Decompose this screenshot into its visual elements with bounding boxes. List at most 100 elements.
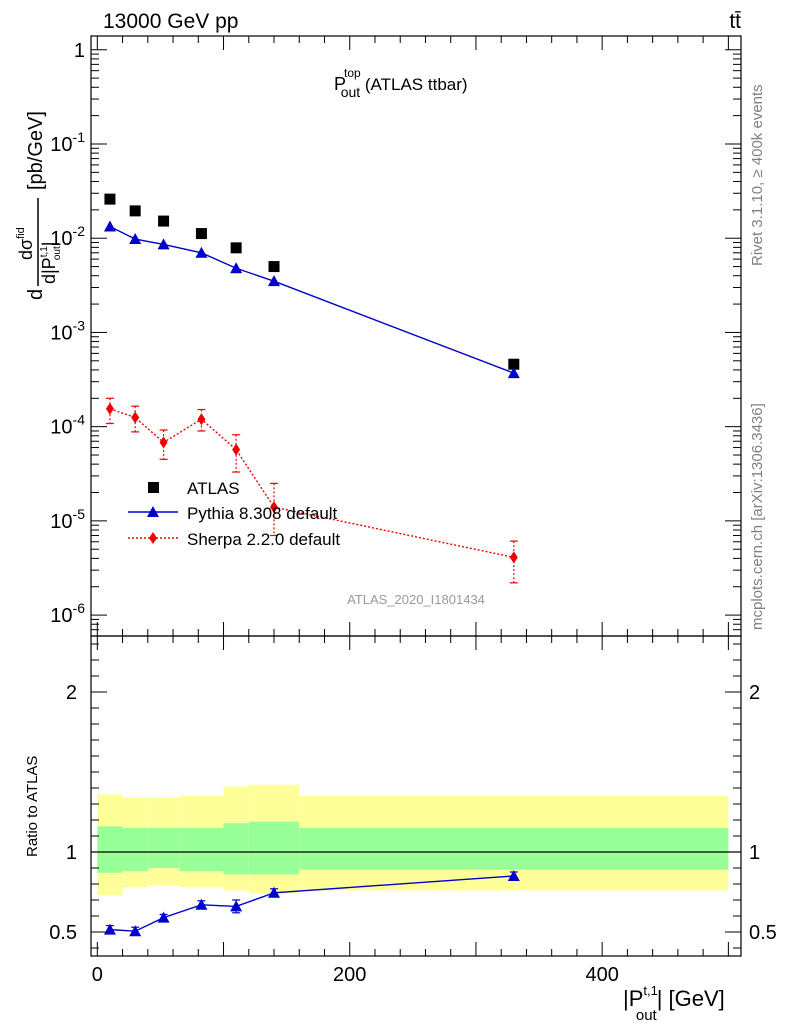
analysis-watermark: ATLAS_2020_I1801434 (347, 592, 485, 607)
main-series-layer (103, 193, 520, 584)
data-point-diamond (232, 443, 241, 456)
y-tick-label-base: 10 (50, 134, 72, 156)
y-tick-label: 10-4 (50, 412, 85, 439)
y-tick-label-exp: -3 (73, 317, 86, 333)
ratio-y-tick-label: 2 (66, 682, 77, 704)
y-label-num-d: d (16, 250, 36, 260)
y-label-d: d (25, 289, 47, 300)
y-tick-label-base: 10 (50, 511, 72, 533)
x-label-sub: out (636, 1007, 658, 1024)
data-point-triangle (129, 233, 142, 245)
data-point-triangle (230, 900, 243, 912)
data-point-triangle (268, 886, 281, 898)
ratio-y-tick-label-right: 1 (749, 842, 760, 864)
y-tick-label-base: 10 (50, 605, 72, 627)
legend: ATLAS Pythia 8.308 default Sherpa 2.2.0 … (128, 479, 340, 549)
data-point-diamond (131, 411, 140, 424)
data-point-triangle (103, 923, 116, 935)
ratio-band-inner (248, 821, 300, 875)
data-point-square (158, 215, 170, 227)
y-label-sigma: σ (16, 239, 36, 250)
data-point-triangle (157, 238, 170, 250)
x-tick-label: 200 (333, 964, 366, 986)
main-y-axis-label: d dσfid d|Pt,1 out| [pb/GeV] (15, 111, 63, 300)
ratio-band-inner (97, 826, 123, 873)
data-point-triangle (268, 275, 281, 287)
data-point-triangle (507, 870, 520, 881)
legend-entry-sherpa: Sherpa 2.2.0 default (128, 530, 340, 549)
y-label-den: d|P (39, 257, 59, 284)
x-label-suffix: | [GeV] (657, 986, 725, 1011)
process-label: tt̄ (729, 10, 741, 33)
y-tick-label-exp: -5 (73, 506, 86, 522)
y-label-den-sub: out (52, 246, 63, 260)
ratio-y-tick-label: 0.5 (49, 922, 77, 944)
data-point-diamond (159, 436, 168, 449)
data-point-triangle (507, 367, 520, 379)
y-tick-label: 10-1 (50, 129, 85, 156)
y-label-den-sup: t,1 (39, 246, 50, 258)
y-label-den-close: | (39, 242, 59, 247)
y-tick-label-base: 10 (50, 228, 72, 250)
data-point-triangle (230, 262, 243, 274)
data-point-diamond (105, 402, 114, 415)
x-tick-label: 400 (585, 964, 618, 986)
data-point-diamond (197, 413, 206, 426)
data-point-diamond (270, 501, 279, 514)
data-point-triangle (103, 220, 116, 232)
data-point-square (104, 193, 116, 205)
data-point-square (230, 242, 242, 254)
plot-title-sup: top (344, 66, 361, 80)
ratio-band-inner (122, 828, 148, 872)
legend-marker-square (148, 482, 159, 493)
y-tick-label: 10-3 (50, 317, 85, 344)
y-label-unit: [pb/GeV] (25, 111, 47, 190)
ratio-y-tick-label-right: 2 (749, 682, 760, 704)
ratio-y-axis-label: Ratio to ATLAS (24, 756, 41, 857)
y-tick-label-exp: -2 (73, 223, 86, 239)
plot-title-suffix: (ATLAS ttbar) (360, 75, 467, 94)
y-tick-label-exp: -6 (73, 600, 86, 616)
ratio-band-inner (147, 828, 180, 868)
y-tick-label: 10-2 (50, 223, 85, 250)
y-tick-label-exp: -1 (73, 129, 86, 145)
y-label-denominator: d|Pt,1 out| (39, 242, 63, 284)
ratio-y-tick-label: 1 (66, 842, 77, 864)
x-label-main: |P (623, 986, 643, 1011)
data-point-square (508, 358, 520, 370)
ratio-band-inner (223, 823, 249, 875)
ratio-plot-frame (90, 635, 742, 957)
legend-marker-triangle (147, 506, 159, 517)
energy-label: 13000 GeV pp (103, 10, 238, 33)
legend-entry-atlas: ATLAS (148, 479, 240, 498)
y-tick-label-base: 10 (50, 417, 72, 439)
y-tick-label: 10-5 (50, 506, 85, 533)
plot-title: Ptop out (ATLAS ttbar) (334, 66, 468, 100)
data-point-triangle (195, 246, 208, 258)
legend-label-atlas: ATLAS (187, 479, 240, 498)
y-tick-label: 10-6 (50, 600, 85, 627)
x-axis-label: |Pt,1 out| [GeV] (623, 983, 725, 1024)
data-point-diamond (509, 551, 518, 564)
legend-entry-pythia: Pythia 8.308 default (128, 504, 338, 523)
x-tick-label: 0 (92, 964, 103, 986)
legend-label-sherpa: Sherpa 2.2.0 default (187, 530, 340, 549)
ratio-y-tick-label-right: 0.5 (749, 922, 777, 944)
y-tick-label-base: 10 (50, 322, 72, 344)
plot-title-sub: out (341, 84, 361, 100)
data-point-square (268, 261, 280, 273)
ratio-band-inner (179, 828, 224, 872)
series-line-pythia (109, 225, 515, 374)
mcplots-label: mcplots.cern.ch [arXiv:1306.3436] (749, 403, 766, 630)
ratio-bands (91, 784, 741, 896)
plot-title-main: P (334, 74, 346, 94)
y-label-sigma-sup: fid (15, 227, 27, 239)
x-label-sup: t,1 (643, 983, 657, 998)
data-point-square (129, 205, 141, 217)
data-point-square (195, 228, 207, 240)
legend-label-pythia: Pythia 8.308 default (187, 504, 338, 523)
data-point-triangle (129, 925, 142, 937)
ratio-series-layer (103, 870, 520, 937)
